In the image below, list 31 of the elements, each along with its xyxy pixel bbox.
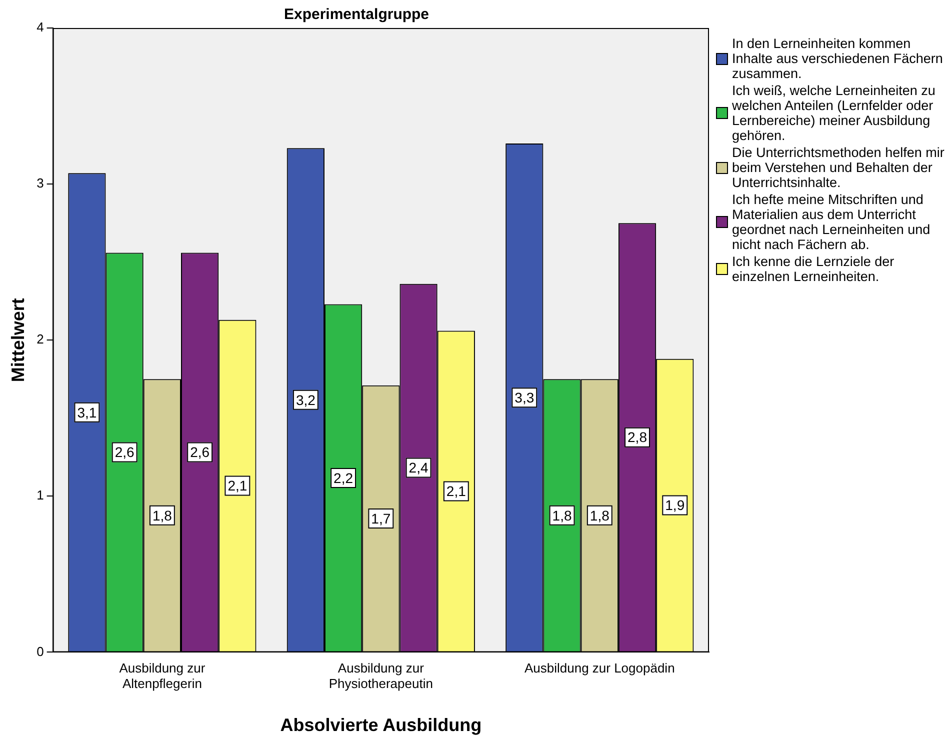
data-label: 2,1 [228, 478, 248, 494]
x-tick-label: Ausbildung zur Logopädin [524, 660, 675, 676]
y-tick-label: 3 [36, 176, 44, 191]
data-label: 3,2 [296, 392, 316, 408]
data-label: 3,3 [514, 389, 534, 406]
data-label: 1,8 [590, 507, 610, 524]
legend-label: Die Unterrichtsmethoden helfen mir beim Verstehen und Behalten der Unterrichtsinhalte. [732, 145, 946, 190]
data-label: 1,9 [665, 497, 685, 514]
y-tick-label: 1 [36, 488, 44, 503]
x-tick-label: Ausbildung zur Physiotherapeutin [328, 660, 433, 692]
data-label: 1,8 [552, 507, 572, 524]
legend-label: Ich kenne die Lernziele der einzelnen Lerneinheiten. [732, 254, 896, 284]
legend-label: Ich weiß, welche Lerneinheiten zu welchen Anteilen (Lernfelder oder Lernbereiche) meiner Ausbildung gehören. [732, 83, 936, 143]
data-label: 1,7 [371, 510, 391, 526]
chart-title: Experimentalgruppe [284, 6, 430, 24]
x-axis-title: Absolvierte Ausbildung [280, 715, 482, 736]
y-axis-title: Mittelwert [8, 298, 28, 382]
y-tick-label: 4 [36, 20, 44, 35]
data-label: 2,4 [408, 460, 428, 476]
data-label: 2,6 [190, 444, 210, 460]
legend-label: Ich hefte meine Mitschriften und Materialien aus dem Unterricht geordnet nach Lerneinheiten und nicht nach Fächern ab. [732, 192, 932, 252]
data-label: 2,8 [628, 429, 648, 446]
data-label: 2,2 [334, 470, 354, 486]
data-label: 1,8 [152, 507, 172, 524]
legend-label: In den Lerneinheiten kommen Inhalte aus verschiedenen Fächern zusammen. [732, 36, 944, 81]
data-label: 2,1 [446, 483, 466, 500]
data-label: 2,6 [114, 444, 135, 460]
y-tick-label: 0 [36, 644, 44, 659]
y-tick-label: 2 [36, 332, 44, 347]
x-tick-label: Ausbildung zur Altenpflegerin [119, 660, 206, 692]
data-label: 3,1 [77, 404, 97, 420]
